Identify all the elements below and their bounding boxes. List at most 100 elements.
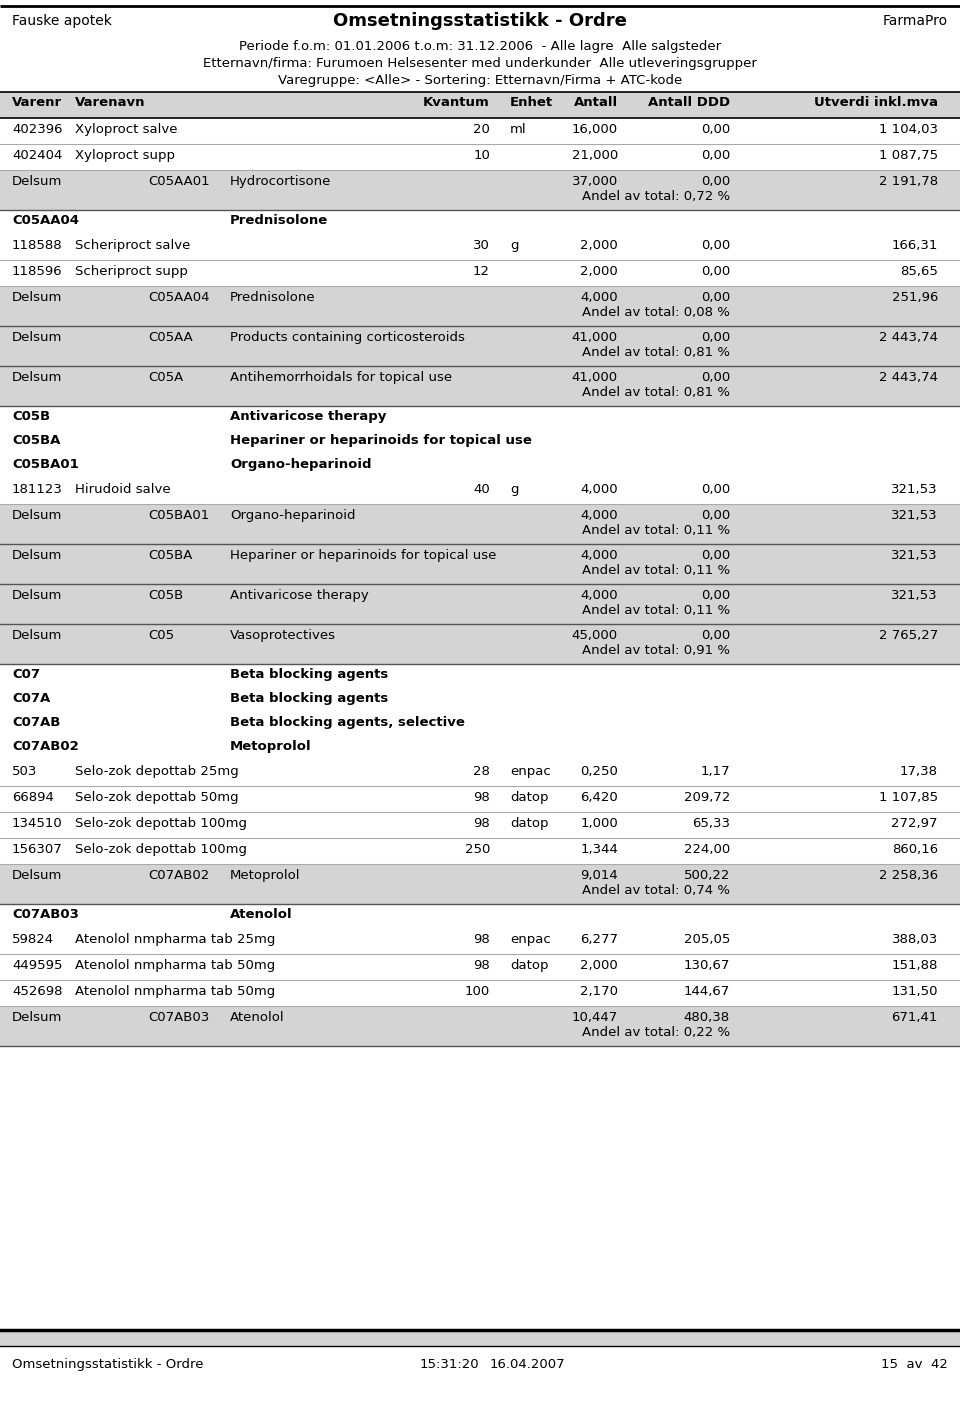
Text: Andel av total: 0,08 %: Andel av total: 0,08 % (582, 306, 730, 319)
Text: 321,53: 321,53 (892, 509, 938, 523)
Text: Andel av total: 0,11 %: Andel av total: 0,11 % (582, 524, 730, 537)
Text: 98: 98 (473, 791, 490, 804)
Text: 0,00: 0,00 (701, 332, 730, 344)
Text: enpac: enpac (510, 933, 551, 946)
Text: 1 107,85: 1 107,85 (878, 791, 938, 804)
Text: 251,96: 251,96 (892, 291, 938, 303)
Text: 321,53: 321,53 (892, 589, 938, 601)
Text: Delsum: Delsum (12, 291, 62, 303)
Text: Delsum: Delsum (12, 589, 62, 601)
Text: 2,000: 2,000 (580, 266, 618, 278)
Text: C05AA: C05AA (148, 332, 193, 344)
Text: Delsum: Delsum (12, 371, 62, 384)
Text: C07AB: C07AB (12, 717, 60, 729)
Text: g: g (510, 239, 518, 251)
Text: 860,16: 860,16 (892, 843, 938, 856)
Text: 0,00: 0,00 (701, 483, 730, 496)
Text: 66894: 66894 (12, 791, 54, 804)
Bar (0, 287, 960, 326)
Text: C05BA01: C05BA01 (12, 458, 79, 471)
Text: Atenolol: Atenolol (230, 1012, 284, 1024)
Bar (0, 1006, 960, 1045)
Text: 30: 30 (473, 239, 490, 251)
Text: 6,277: 6,277 (580, 933, 618, 946)
Text: Xyloproct salve: Xyloproct salve (75, 124, 178, 136)
Text: 15:31:20: 15:31:20 (420, 1359, 480, 1371)
Text: Atenolol: Atenolol (230, 908, 293, 922)
Text: Delsum: Delsum (12, 332, 62, 344)
Text: Delsum: Delsum (12, 549, 62, 562)
Text: Selo-zok depottab 50mg: Selo-zok depottab 50mg (75, 791, 239, 804)
Text: 0,00: 0,00 (701, 149, 730, 162)
Text: 503: 503 (12, 764, 37, 778)
Text: C07AB03: C07AB03 (148, 1012, 209, 1024)
Text: 205,05: 205,05 (684, 933, 730, 946)
Text: 1,17: 1,17 (701, 764, 730, 778)
Text: 20: 20 (473, 124, 490, 136)
Text: datop: datop (510, 960, 548, 972)
Text: 402404: 402404 (12, 149, 62, 162)
Bar (0, 1331, 960, 1346)
Text: 4,000: 4,000 (581, 589, 618, 601)
Bar (0, 91, 960, 118)
Text: Andel av total: 0,81 %: Andel av total: 0,81 % (582, 386, 730, 399)
Text: 0,00: 0,00 (701, 266, 730, 278)
Text: 321,53: 321,53 (892, 549, 938, 562)
Text: Delsum: Delsum (12, 1012, 62, 1024)
Text: 85,65: 85,65 (900, 266, 938, 278)
Text: Selo-zok depottab 100mg: Selo-zok depottab 100mg (75, 816, 247, 830)
Text: 65,33: 65,33 (692, 816, 730, 830)
Text: 0,00: 0,00 (701, 509, 730, 523)
Text: C05B: C05B (12, 410, 50, 423)
Text: Organo-heparinoid: Organo-heparinoid (230, 458, 372, 471)
Bar (0, 544, 960, 584)
Text: C05AA04: C05AA04 (148, 291, 209, 303)
Text: Antall: Antall (574, 96, 618, 110)
Text: 250: 250 (465, 843, 490, 856)
Text: Scheriproct salve: Scheriproct salve (75, 239, 190, 251)
Text: C05A: C05A (148, 371, 183, 384)
Text: 4,000: 4,000 (581, 509, 618, 523)
Text: Periode f.o.m: 01.01.2006 t.o.m: 31.12.2006  - Alle lagre  Alle salgsteder: Periode f.o.m: 01.01.2006 t.o.m: 31.12.2… (239, 39, 721, 53)
Text: 98: 98 (473, 933, 490, 946)
Text: ml: ml (510, 124, 527, 136)
Text: 0,00: 0,00 (701, 291, 730, 303)
Text: Fauske apotek: Fauske apotek (12, 14, 112, 28)
Text: Atenolol nmpharma tab 25mg: Atenolol nmpharma tab 25mg (75, 933, 276, 946)
Text: 59824: 59824 (12, 933, 54, 946)
Text: Antivaricose therapy: Antivaricose therapy (230, 410, 386, 423)
Text: 118596: 118596 (12, 266, 62, 278)
Text: 1,000: 1,000 (580, 816, 618, 830)
Text: 41,000: 41,000 (572, 332, 618, 344)
Text: 321,53: 321,53 (892, 483, 938, 496)
Text: FarmaPro: FarmaPro (883, 14, 948, 28)
Text: 134510: 134510 (12, 816, 62, 830)
Text: 98: 98 (473, 816, 490, 830)
Text: 21,000: 21,000 (572, 149, 618, 162)
Text: 272,97: 272,97 (892, 816, 938, 830)
Text: 224,00: 224,00 (684, 843, 730, 856)
Text: 2 443,74: 2 443,74 (879, 332, 938, 344)
Text: 16,000: 16,000 (572, 124, 618, 136)
Bar (0, 365, 960, 406)
Text: 151,88: 151,88 (892, 960, 938, 972)
Text: C07A: C07A (12, 693, 50, 705)
Text: Omsetningsstatistikk - Ordre: Omsetningsstatistikk - Ordre (333, 13, 627, 30)
Text: 45,000: 45,000 (572, 629, 618, 642)
Text: 0,250: 0,250 (580, 764, 618, 778)
Text: 4,000: 4,000 (581, 483, 618, 496)
Text: 209,72: 209,72 (684, 791, 730, 804)
Text: Andel av total: 0,91 %: Andel av total: 0,91 % (582, 643, 730, 658)
Text: Products containing corticosteroids: Products containing corticosteroids (230, 332, 465, 344)
Text: Scheriproct supp: Scheriproct supp (75, 266, 188, 278)
Bar (0, 170, 960, 209)
Text: Prednisolone: Prednisolone (230, 214, 328, 228)
Text: Organo-heparinoid: Organo-heparinoid (230, 509, 355, 523)
Text: C05B: C05B (148, 589, 183, 601)
Text: Hepariner or heparinoids for topical use: Hepariner or heparinoids for topical use (230, 549, 496, 562)
Text: 2 443,74: 2 443,74 (879, 371, 938, 384)
Text: 10,447: 10,447 (572, 1012, 618, 1024)
Text: Omsetningsstatistikk - Ordre: Omsetningsstatistikk - Ordre (12, 1359, 204, 1371)
Text: 181123: 181123 (12, 483, 62, 496)
Text: 0,00: 0,00 (701, 629, 730, 642)
